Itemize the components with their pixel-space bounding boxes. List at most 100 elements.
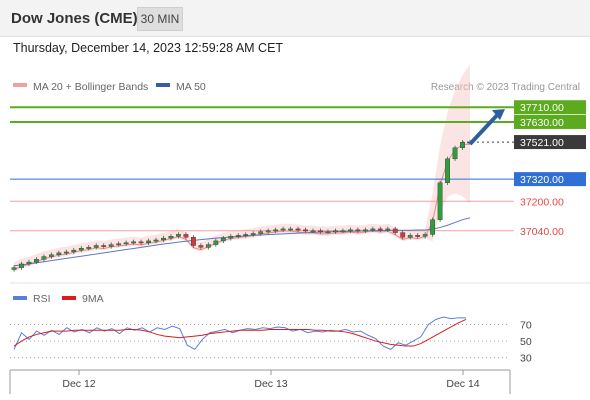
rsi-panel: 70 50 30 bbox=[10, 316, 532, 365]
rsi-legend-label: RSI bbox=[33, 293, 51, 305]
rsi-ma9-line bbox=[13, 319, 467, 347]
rsi-tick-70: 70 bbox=[520, 319, 532, 331]
candle-body bbox=[235, 235, 241, 237]
candle-body bbox=[265, 230, 271, 233]
candle-body bbox=[228, 236, 234, 239]
ma50-legend-label: MA 50 bbox=[176, 81, 206, 93]
candle-body bbox=[205, 244, 211, 248]
candle-body bbox=[430, 219, 436, 235]
candle-body bbox=[183, 234, 189, 238]
level-labels: 37710.00 37630.00 37521.00 37320.00 37200.00… bbox=[514, 100, 586, 238]
candle-body bbox=[220, 237, 226, 242]
bollinger-bands bbox=[13, 64, 471, 272]
candle-body bbox=[168, 236, 174, 239]
candle-body bbox=[422, 234, 428, 237]
candle-body bbox=[138, 241, 144, 244]
candle-body bbox=[407, 235, 413, 238]
candle-body bbox=[11, 267, 17, 270]
level-badge-37521.00 bbox=[514, 135, 586, 150]
x-label-dec-12: Dec 12 bbox=[62, 378, 95, 390]
credit-text: Research © 2023 Trading Central bbox=[431, 82, 580, 93]
ma20-legend-label: MA 20 + Bollinger Bands bbox=[33, 81, 148, 93]
rsi-tick-30: 30 bbox=[520, 353, 532, 365]
candle-body bbox=[325, 231, 331, 234]
candle-body bbox=[41, 256, 47, 260]
candle-body bbox=[26, 261, 32, 265]
candle-body bbox=[288, 228, 293, 231]
header-bar: Dow Jones (CME) 30 MIN bbox=[0, 0, 590, 37]
candle-body bbox=[460, 142, 465, 148]
candle-body bbox=[385, 228, 391, 231]
candle-body bbox=[34, 259, 39, 263]
candle-body bbox=[400, 232, 406, 238]
bollinger-fill bbox=[14, 64, 470, 272]
ma20-legend-swatch bbox=[13, 83, 27, 87]
candle-body bbox=[131, 241, 137, 244]
candle-body bbox=[303, 229, 308, 232]
price-levels bbox=[10, 106, 514, 232]
candle-body bbox=[161, 237, 166, 241]
ma9-legend-swatch bbox=[62, 296, 76, 300]
candle-body bbox=[78, 248, 84, 251]
candle-body bbox=[333, 230, 338, 233]
candle-body bbox=[48, 254, 54, 257]
candle-body bbox=[310, 230, 316, 233]
level-label-37320.00: 37320.00 bbox=[520, 174, 564, 186]
level-label-37710.00: 37710.00 bbox=[520, 102, 564, 114]
candle-body bbox=[318, 230, 323, 233]
candle-body bbox=[123, 242, 129, 245]
arrow-shaft bbox=[468, 111, 501, 146]
candle-body bbox=[19, 263, 24, 268]
arrow-head bbox=[492, 109, 505, 121]
x-label-dec-13: Dec 13 bbox=[254, 378, 287, 390]
level-label-37040.00: 37040.00 bbox=[520, 226, 564, 238]
level-badge-37710.00 bbox=[514, 100, 586, 115]
candle-body bbox=[86, 247, 92, 249]
ma50-legend-swatch bbox=[156, 83, 170, 87]
ma9-legend-label: 9MA bbox=[82, 293, 104, 305]
candle-body bbox=[250, 233, 256, 235]
candle-body bbox=[370, 228, 376, 231]
candle-body bbox=[362, 229, 368, 232]
candle-body bbox=[258, 231, 264, 234]
candle-body bbox=[198, 245, 204, 248]
candle-body bbox=[340, 230, 346, 233]
level-badge-37320.00 bbox=[514, 172, 586, 187]
ma50-path bbox=[13, 217, 471, 267]
rsi-legend-swatch bbox=[13, 296, 27, 300]
candle-body bbox=[71, 249, 77, 253]
level-label-37521.00: 37521.00 bbox=[520, 137, 564, 149]
candle-body bbox=[295, 228, 301, 231]
candle-body bbox=[445, 158, 450, 184]
candle-body bbox=[146, 240, 151, 243]
candle-body bbox=[56, 252, 62, 255]
candle-body bbox=[377, 228, 383, 231]
rsi-line bbox=[13, 316, 466, 351]
candle-body bbox=[355, 229, 361, 232]
candle-body bbox=[280, 228, 286, 231]
timeframe-button[interactable]: 30 MIN bbox=[137, 7, 183, 31]
candle-body bbox=[116, 243, 122, 246]
level-badge-37630.00 bbox=[514, 114, 586, 129]
candle-body bbox=[176, 234, 181, 237]
candle-body bbox=[153, 239, 159, 242]
level-label-37200.00: 37200.00 bbox=[520, 196, 564, 208]
instrument-title: Dow Jones (CME) bbox=[11, 10, 138, 27]
ma50-line bbox=[13, 217, 471, 267]
rsi-tick-50: 50 bbox=[520, 336, 532, 348]
x-axis-labels: Dec 12 Dec 13 Dec 14 bbox=[62, 370, 480, 390]
candle-body bbox=[392, 228, 398, 233]
candle-body bbox=[101, 245, 107, 247]
candle-body bbox=[243, 234, 249, 236]
candle-body bbox=[437, 182, 443, 220]
candle-body bbox=[415, 235, 421, 237]
level-label-37630.00: 37630.00 bbox=[520, 117, 564, 129]
forecast-arrow bbox=[468, 109, 505, 146]
datetime-label: Thursday, December 14, 2023 12:59:28 AM … bbox=[13, 41, 284, 55]
candle-body bbox=[191, 237, 196, 246]
candle-body bbox=[63, 251, 69, 254]
candle-body bbox=[93, 245, 99, 248]
ma20-line bbox=[13, 143, 471, 271]
